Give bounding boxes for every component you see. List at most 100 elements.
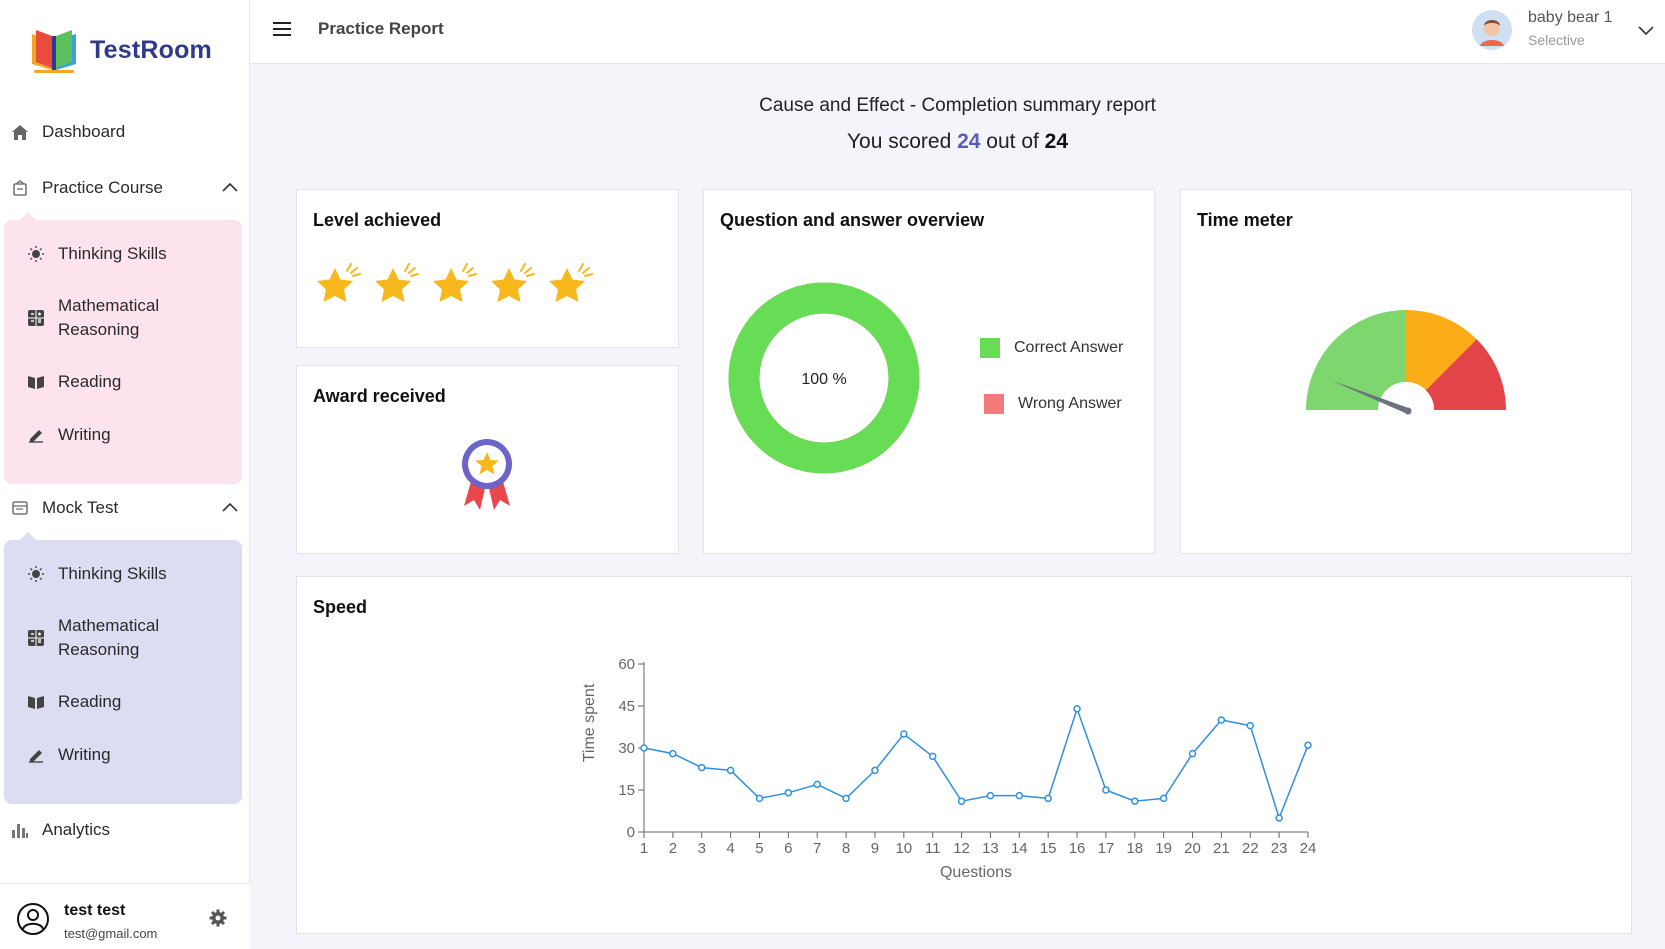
writing-hand-icon — [26, 745, 46, 765]
practice-writing[interactable]: Writing — [26, 423, 111, 447]
speed-data-point[interactable] — [1015, 791, 1024, 800]
speed-data-point[interactable] — [1159, 794, 1168, 803]
x-tick-label: 5 — [755, 840, 763, 857]
mock-test-submenu: Thinking Skills Mathematical Reasoning R… — [4, 532, 242, 804]
y-tick-label: 45 — [618, 698, 635, 715]
time-meter-card: Time meter — [1180, 189, 1632, 554]
profile-role: Selective — [1528, 32, 1585, 48]
speed-data-point[interactable] — [1131, 797, 1139, 805]
nav-practice-course-label: Practice Course — [42, 178, 163, 197]
x-tick-label: 19 — [1155, 840, 1172, 857]
level-achieved-card: Level achieved — [296, 189, 679, 348]
speed-data-point[interactable] — [755, 794, 764, 803]
award-received-title: Award received — [313, 386, 446, 406]
star-icon — [317, 263, 361, 302]
legend-correct[interactable]: Correct Answer — [980, 338, 1123, 358]
profile-name: baby bear 1 — [1528, 9, 1613, 26]
x-tick-label: 22 — [1242, 840, 1259, 857]
x-tick-label: 7 — [813, 840, 821, 857]
gear-icon[interactable] — [209, 909, 227, 927]
home-icon — [10, 122, 30, 142]
x-tick-label: 14 — [1011, 840, 1028, 857]
donut-correct-segment — [728, 282, 920, 474]
speed-data-point[interactable] — [1246, 721, 1255, 730]
nav-analytics-label: Analytics — [42, 820, 111, 839]
y-tick-label: 60 — [618, 656, 635, 673]
chevron-up-icon[interactable] — [220, 498, 240, 518]
x-tick-label: 16 — [1069, 840, 1086, 857]
bar-chart-icon — [10, 820, 30, 840]
speed-data-point[interactable] — [640, 744, 648, 752]
qa-overview-card: Question and answer overview 100 % Corre… — [703, 189, 1155, 554]
mock-mathematical-reasoning-label: Mathematical Reasoning — [58, 616, 160, 659]
x-tick-label: 13 — [982, 840, 999, 857]
user-avatar-icon[interactable] — [16, 902, 50, 936]
nav-analytics[interactable]: Analytics — [10, 820, 110, 840]
speed-data-point[interactable] — [986, 791, 995, 800]
star-icon — [375, 263, 419, 302]
speed-data-point[interactable] — [1188, 749, 1197, 758]
y-tick-label: 30 — [618, 740, 635, 757]
mock-reading[interactable]: Reading — [26, 690, 121, 714]
report-title: Cause and Effect - Completion summary re… — [759, 95, 1156, 116]
speed-data-point[interactable] — [726, 766, 735, 775]
speed-data-point[interactable] — [813, 780, 821, 789]
legend-wrong[interactable]: Wrong Answer — [984, 394, 1122, 414]
nav-dashboard-label: Dashboard — [42, 122, 126, 141]
speed-data-point[interactable] — [928, 752, 937, 761]
star-icon — [433, 263, 477, 302]
x-tick-label: 6 — [784, 840, 792, 857]
star-icon — [491, 263, 535, 302]
calculator-icon — [26, 628, 46, 648]
chevron-down-icon[interactable] — [1636, 20, 1656, 40]
speed-data-point[interactable] — [957, 797, 966, 805]
nav-dashboard[interactable]: Dashboard — [10, 122, 125, 142]
speed-data-point[interactable] — [871, 766, 879, 775]
speed-data-point[interactable] — [697, 763, 706, 772]
y-tick-label: 15 — [618, 782, 635, 799]
practice-thinking-skills-label: Thinking Skills — [58, 244, 167, 263]
legend-correct-label: Correct Answer — [1014, 339, 1124, 356]
practice-thinking-skills[interactable]: Thinking Skills — [26, 242, 167, 266]
speed-data-point[interactable] — [900, 730, 908, 738]
speed-series-line — [643, 706, 1309, 821]
nav-mock-test[interactable]: Mock Test — [10, 498, 240, 518]
speed-data-point[interactable] — [1073, 705, 1081, 713]
profile-avatar[interactable] — [1472, 10, 1512, 50]
x-tick-label: 15 — [1040, 840, 1057, 857]
nav-mock-test-label: Mock Test — [42, 498, 119, 517]
nav-practice-course[interactable]: Practice Course — [10, 178, 240, 198]
speed-card: Speed 0 15 30 45 60 1 2 3 4 5 6 7 8 9 10 11 12 13 14 15 16 17… — [296, 576, 1632, 934]
open-book-icon — [26, 372, 46, 392]
award-received-card: Award received — [296, 365, 679, 554]
app-logo[interactable]: TestRoom — [28, 24, 212, 76]
speed-data-point[interactable] — [842, 794, 850, 803]
practice-reading[interactable]: Reading — [26, 370, 121, 394]
y-tick-label: 0 — [627, 824, 635, 841]
star-icon — [549, 263, 593, 302]
x-tick-label: 23 — [1271, 840, 1288, 857]
speed-title: Speed — [313, 597, 368, 617]
mock-mathematical-reasoning[interactable]: Mathematical Reasoning — [26, 614, 176, 662]
practice-mathematical-reasoning[interactable]: Mathematical Reasoning — [26, 294, 176, 342]
speed-data-point[interactable] — [1044, 794, 1052, 803]
speed-data-point[interactable] — [784, 789, 793, 797]
qa-donut-chart: 100 % — [728, 282, 920, 474]
hamburger-menu-icon[interactable] — [272, 20, 292, 38]
bulb-icon — [26, 244, 46, 264]
sidebar: TestRoom Dashboard Practice Course Think… — [0, 0, 250, 949]
speed-data-point[interactable] — [669, 749, 677, 758]
donut-center-label: 100 % — [801, 371, 846, 388]
y-axis-label: Time spent — [581, 683, 598, 762]
x-tick-label: 21 — [1213, 840, 1230, 857]
chevron-up-icon[interactable] — [220, 178, 240, 198]
speed-data-point[interactable] — [1275, 814, 1283, 822]
speed-data-point[interactable] — [1102, 786, 1110, 794]
x-tick-label: 4 — [726, 840, 734, 857]
speed-data-point[interactable] — [1217, 716, 1226, 724]
mock-writing[interactable]: Writing — [26, 743, 111, 767]
mock-thinking-skills[interactable]: Thinking Skills — [26, 562, 167, 586]
top-bar: Practice Report baby bear 1 Selective — [250, 0, 1665, 64]
speed-data-point[interactable] — [1304, 741, 1312, 749]
